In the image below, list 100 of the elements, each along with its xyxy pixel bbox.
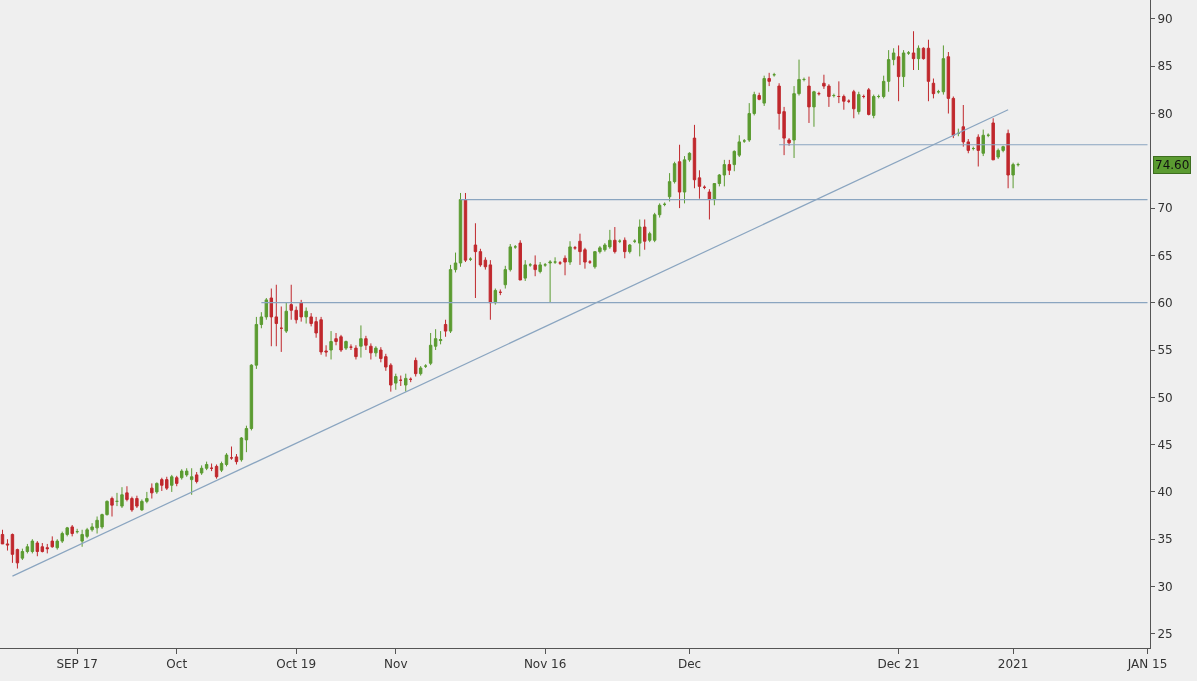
candlestick bbox=[896, 44, 901, 102]
candlestick bbox=[20, 548, 25, 561]
candlestick bbox=[279, 306, 283, 353]
candlestick bbox=[229, 446, 234, 461]
candlestick bbox=[413, 357, 418, 377]
candlestick bbox=[349, 343, 353, 351]
candlestick bbox=[757, 92, 761, 101]
candlestick bbox=[0, 529, 5, 545]
candlestick bbox=[682, 155, 687, 204]
x-tick-label: Nov bbox=[384, 657, 408, 672]
candlestick bbox=[5, 538, 10, 552]
candlestick bbox=[204, 461, 209, 471]
candlestick bbox=[50, 535, 54, 549]
candlestick bbox=[329, 330, 333, 360]
candlestick bbox=[304, 306, 308, 325]
candlestick bbox=[762, 75, 766, 107]
y-tick-label: 25 bbox=[1157, 627, 1173, 642]
y-tick-label: 90 bbox=[1157, 12, 1173, 27]
candlestick bbox=[871, 94, 876, 119]
candlestick bbox=[548, 259, 552, 304]
y-tick-label: 55 bbox=[1157, 343, 1173, 358]
candlestick bbox=[941, 44, 946, 96]
x-tick-label: JAN 15 bbox=[1126, 657, 1168, 672]
candlestick bbox=[155, 481, 159, 495]
candlestick bbox=[214, 463, 219, 480]
candlestick bbox=[857, 91, 861, 115]
candlestick bbox=[284, 302, 288, 334]
candlestick bbox=[687, 151, 692, 163]
candlestick bbox=[533, 254, 537, 277]
candlestick bbox=[1011, 162, 1015, 189]
candlestick bbox=[170, 474, 174, 493]
y-tick-label: 65 bbox=[1157, 248, 1173, 263]
candlestick bbox=[807, 76, 811, 124]
candlestick bbox=[613, 226, 617, 255]
candlestick bbox=[189, 467, 194, 496]
x-tick-label: Oct 19 bbox=[276, 657, 317, 672]
candlestick bbox=[628, 243, 632, 255]
candlestick bbox=[563, 254, 567, 276]
candlestick bbox=[418, 365, 423, 377]
candlestick bbox=[15, 548, 20, 570]
candlestick bbox=[981, 129, 985, 157]
candlestick bbox=[767, 72, 771, 87]
y-tick-label: 60 bbox=[1157, 295, 1173, 310]
candlestick bbox=[677, 144, 682, 209]
y-tick-label: 70 bbox=[1157, 201, 1173, 216]
candlestick bbox=[35, 540, 40, 557]
x-tick-label: Dec bbox=[677, 657, 702, 672]
candlestick bbox=[224, 452, 229, 467]
candlestick bbox=[837, 80, 841, 104]
candlestick bbox=[110, 496, 114, 518]
x-tick-label: Dec 21 bbox=[877, 657, 920, 672]
candlestick bbox=[867, 87, 871, 116]
candlestick bbox=[453, 252, 458, 273]
candlestick bbox=[672, 161, 677, 185]
candlestick bbox=[354, 344, 358, 360]
candlestick bbox=[175, 475, 179, 487]
candlestick bbox=[638, 218, 642, 257]
y-tick-label: 80 bbox=[1157, 106, 1173, 121]
candlestick bbox=[344, 340, 348, 351]
candlestick bbox=[443, 319, 448, 338]
candlestick bbox=[70, 524, 74, 537]
y-tick-label: 30 bbox=[1157, 579, 1173, 594]
y-tick-label: 35 bbox=[1157, 532, 1173, 547]
candlestick bbox=[194, 471, 199, 484]
candlestick bbox=[478, 248, 483, 268]
candlestick bbox=[931, 78, 936, 99]
candlestick bbox=[150, 482, 154, 500]
x-tick-label: Oct bbox=[166, 657, 188, 672]
y-tick-label: 45 bbox=[1157, 437, 1173, 452]
candlestick bbox=[120, 486, 124, 509]
x-tick-label: SEP 17 bbox=[56, 657, 98, 672]
candlestick bbox=[493, 288, 498, 306]
y-tick-label: 50 bbox=[1157, 390, 1173, 405]
candlestick bbox=[115, 492, 119, 507]
candlestick bbox=[916, 44, 921, 71]
candlestick bbox=[697, 169, 702, 200]
y-tick-label: 40 bbox=[1157, 485, 1173, 500]
candlestick bbox=[10, 533, 15, 564]
candlestick bbox=[473, 222, 478, 299]
candlestick bbox=[404, 373, 408, 393]
candlestick bbox=[374, 345, 378, 358]
candlestick bbox=[722, 159, 727, 187]
candlestick bbox=[727, 159, 732, 176]
candlestick bbox=[911, 30, 916, 71]
candlestick bbox=[692, 124, 697, 189]
candlestick bbox=[842, 94, 846, 111]
candlestick bbox=[812, 90, 816, 128]
candlestick bbox=[369, 342, 373, 360]
candlestick bbox=[483, 256, 488, 271]
candlestick bbox=[184, 467, 189, 478]
candlestick bbox=[269, 288, 274, 347]
candlestick bbox=[901, 49, 906, 88]
y-tick-label: 85 bbox=[1157, 59, 1173, 74]
x-tick-label: Nov 16 bbox=[523, 657, 567, 672]
candlestick bbox=[438, 330, 443, 345]
candlestick bbox=[30, 538, 35, 554]
candlestick bbox=[254, 316, 259, 370]
candlestick bbox=[219, 461, 224, 473]
candlestick bbox=[553, 256, 557, 265]
candlestick bbox=[852, 89, 856, 119]
